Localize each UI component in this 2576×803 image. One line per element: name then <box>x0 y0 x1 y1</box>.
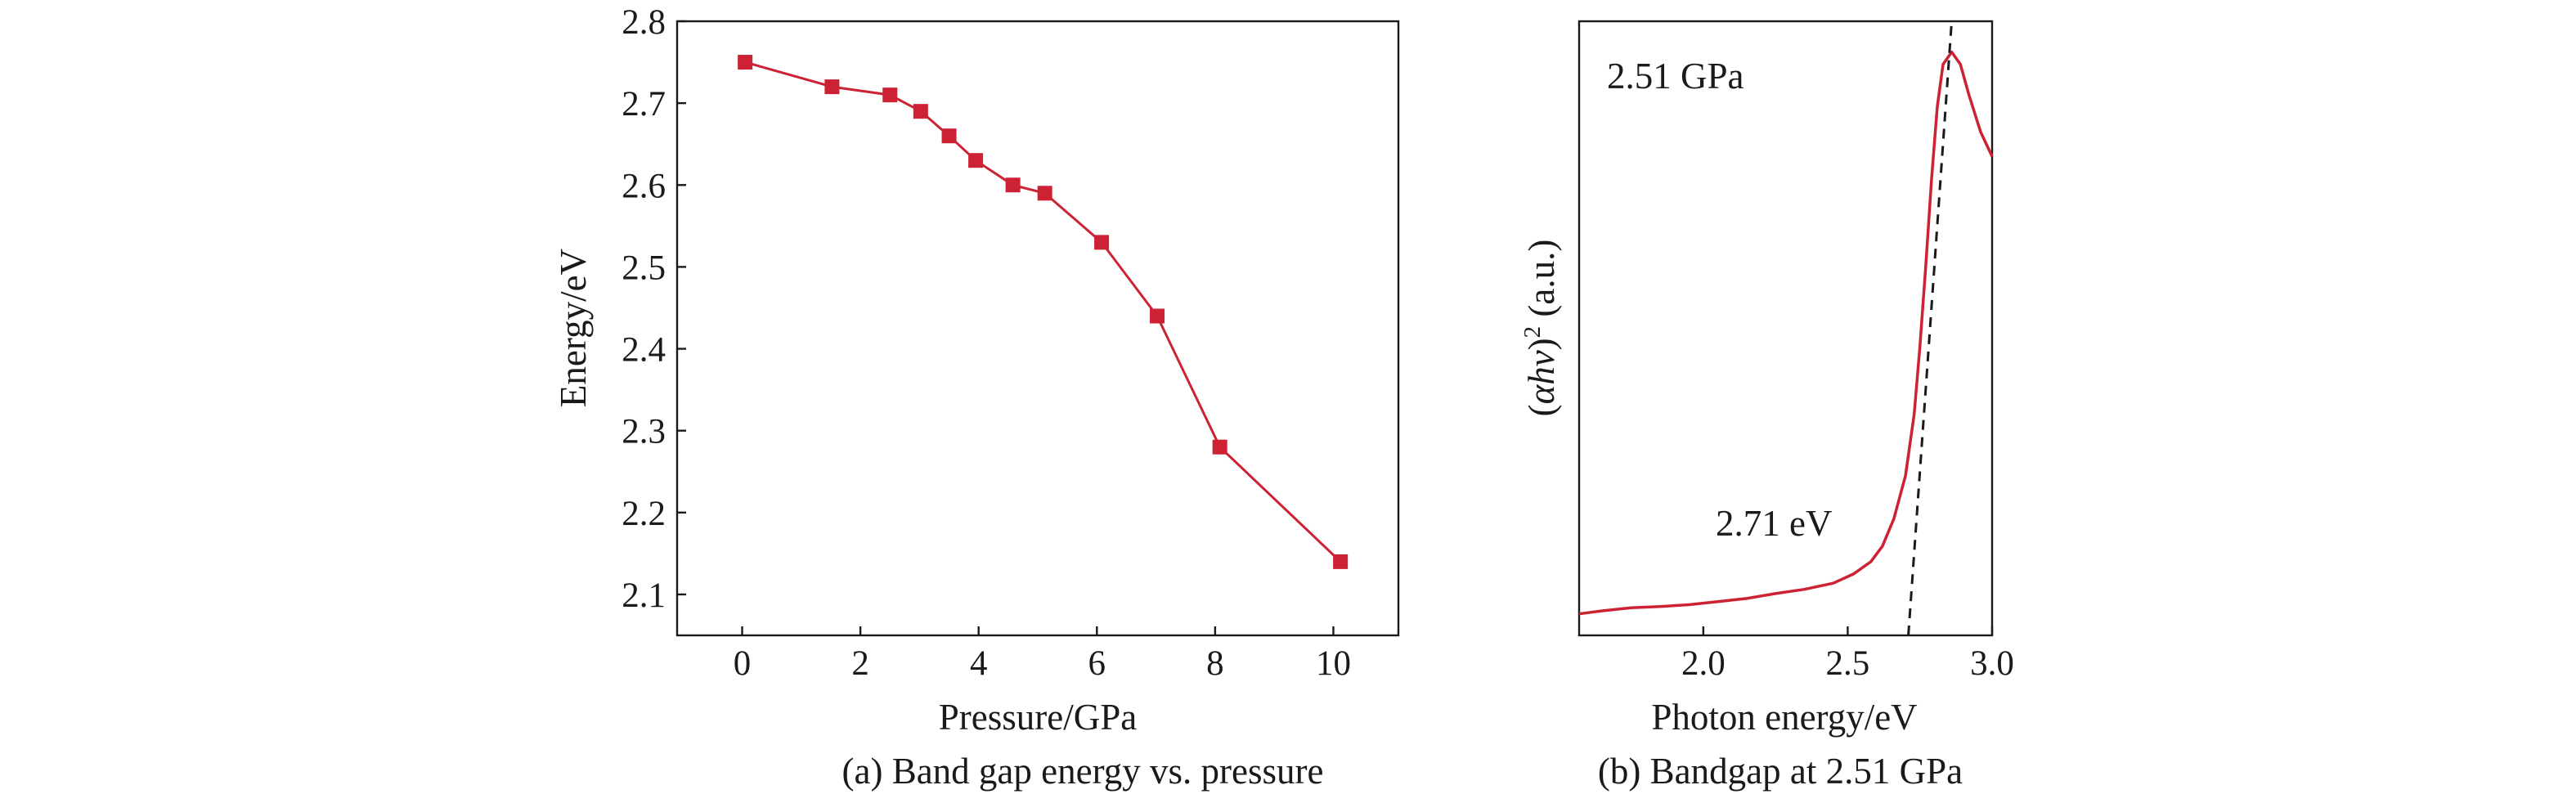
chart-b-spectrum-curve <box>1578 50 1994 616</box>
chart-a-data-point <box>1150 308 1165 324</box>
chart-b-x-tick-label: 2.0 <box>1681 644 1726 683</box>
chart-a-series-line <box>744 61 1342 563</box>
chart-a-x-tick-label: 0 <box>734 644 752 683</box>
chart-a-x-tick-label: 4 <box>970 644 988 683</box>
chart-b-bandgap-spectrum: 2.0 2.5 3.0 2.51 GPa 2.71 eV (αhν)2 (a.u.)… <box>1519 20 2014 792</box>
chart-a-x-tick-label: 6 <box>1088 644 1106 683</box>
chart-a-x-tick-label: 10 <box>1316 644 1351 683</box>
chart-b-x-axis-label: Photon energy/eV <box>1651 697 1917 738</box>
chart-a-x-tick-label: 2 <box>851 644 869 683</box>
chart-a-plot-frame <box>675 20 1400 637</box>
chart-a-data-point <box>1005 177 1021 193</box>
chart-b-x-ticks: 2.0 2.5 3.0 <box>1681 626 2014 683</box>
chart-a-data-point <box>913 104 928 119</box>
chart-b-caption: (b) Bandgap at 2.51 GPa <box>1598 751 1963 792</box>
chart-a-x-ticks: 0 2 4 6 8 10 <box>734 626 1351 683</box>
chart-a-y-axis-label: Energy/eV <box>553 249 594 407</box>
chart-b-y-axis-label: (αhν)2 (a.u.) <box>1519 240 1562 417</box>
pressure-annotation: 2.51 GPa <box>1607 56 1744 96</box>
chart-b-x-tick-label: 2.5 <box>1826 644 1870 683</box>
chart-b-linear-fit-line <box>1907 20 1954 636</box>
chart-a-data-point <box>968 153 984 168</box>
chart-a-y-tick-label: 2.5 <box>622 249 666 287</box>
chart-a-data-point <box>1212 439 1227 455</box>
chart-a-y-tick-label: 2.1 <box>622 576 666 615</box>
chart-a-band-gap-vs-pressure: 0 2 4 6 8 10 2.1 2.2 2.3 2.4 2.5 2.6 2.7 2.8 Pressur… <box>553 3 1400 792</box>
chart-a-y-tick-label: 2.4 <box>622 331 666 370</box>
chart-a-y-tick-label: 2.3 <box>622 413 666 451</box>
chart-a-data-point <box>1333 554 1349 569</box>
chart-b-plot-frame <box>1577 20 1994 637</box>
chart-a-data-point <box>941 128 957 144</box>
chart-a-data-point <box>1094 235 1110 250</box>
chart-a-y-ticks: 2.1 2.2 2.3 2.4 2.5 2.6 2.7 2.8 <box>622 3 686 615</box>
chart-a-data-point <box>1037 186 1052 201</box>
chart-a-y-tick-label: 2.7 <box>622 85 666 123</box>
chart-b-x-tick-label: 3.0 <box>1970 644 2014 683</box>
bandgap-annotation: 2.71 eV <box>1716 503 1832 544</box>
chart-a-data-point <box>824 79 840 95</box>
chart-a-x-tick-label: 8 <box>1206 644 1224 683</box>
chart-a-series <box>738 55 1349 569</box>
chart-a-data-point <box>882 87 898 103</box>
chart-a-y-tick-label: 2.2 <box>622 495 666 533</box>
chart-a-caption: (a) Band gap energy vs. pressure <box>842 751 1324 792</box>
chart-a-x-axis-label: Pressure/GPa <box>939 697 1137 738</box>
chart-a-y-tick-label: 2.6 <box>622 167 666 205</box>
chart-b-series <box>1578 20 1994 636</box>
chart-a-data-point <box>738 55 753 70</box>
chart-a-y-tick-label: 2.8 <box>622 3 666 42</box>
